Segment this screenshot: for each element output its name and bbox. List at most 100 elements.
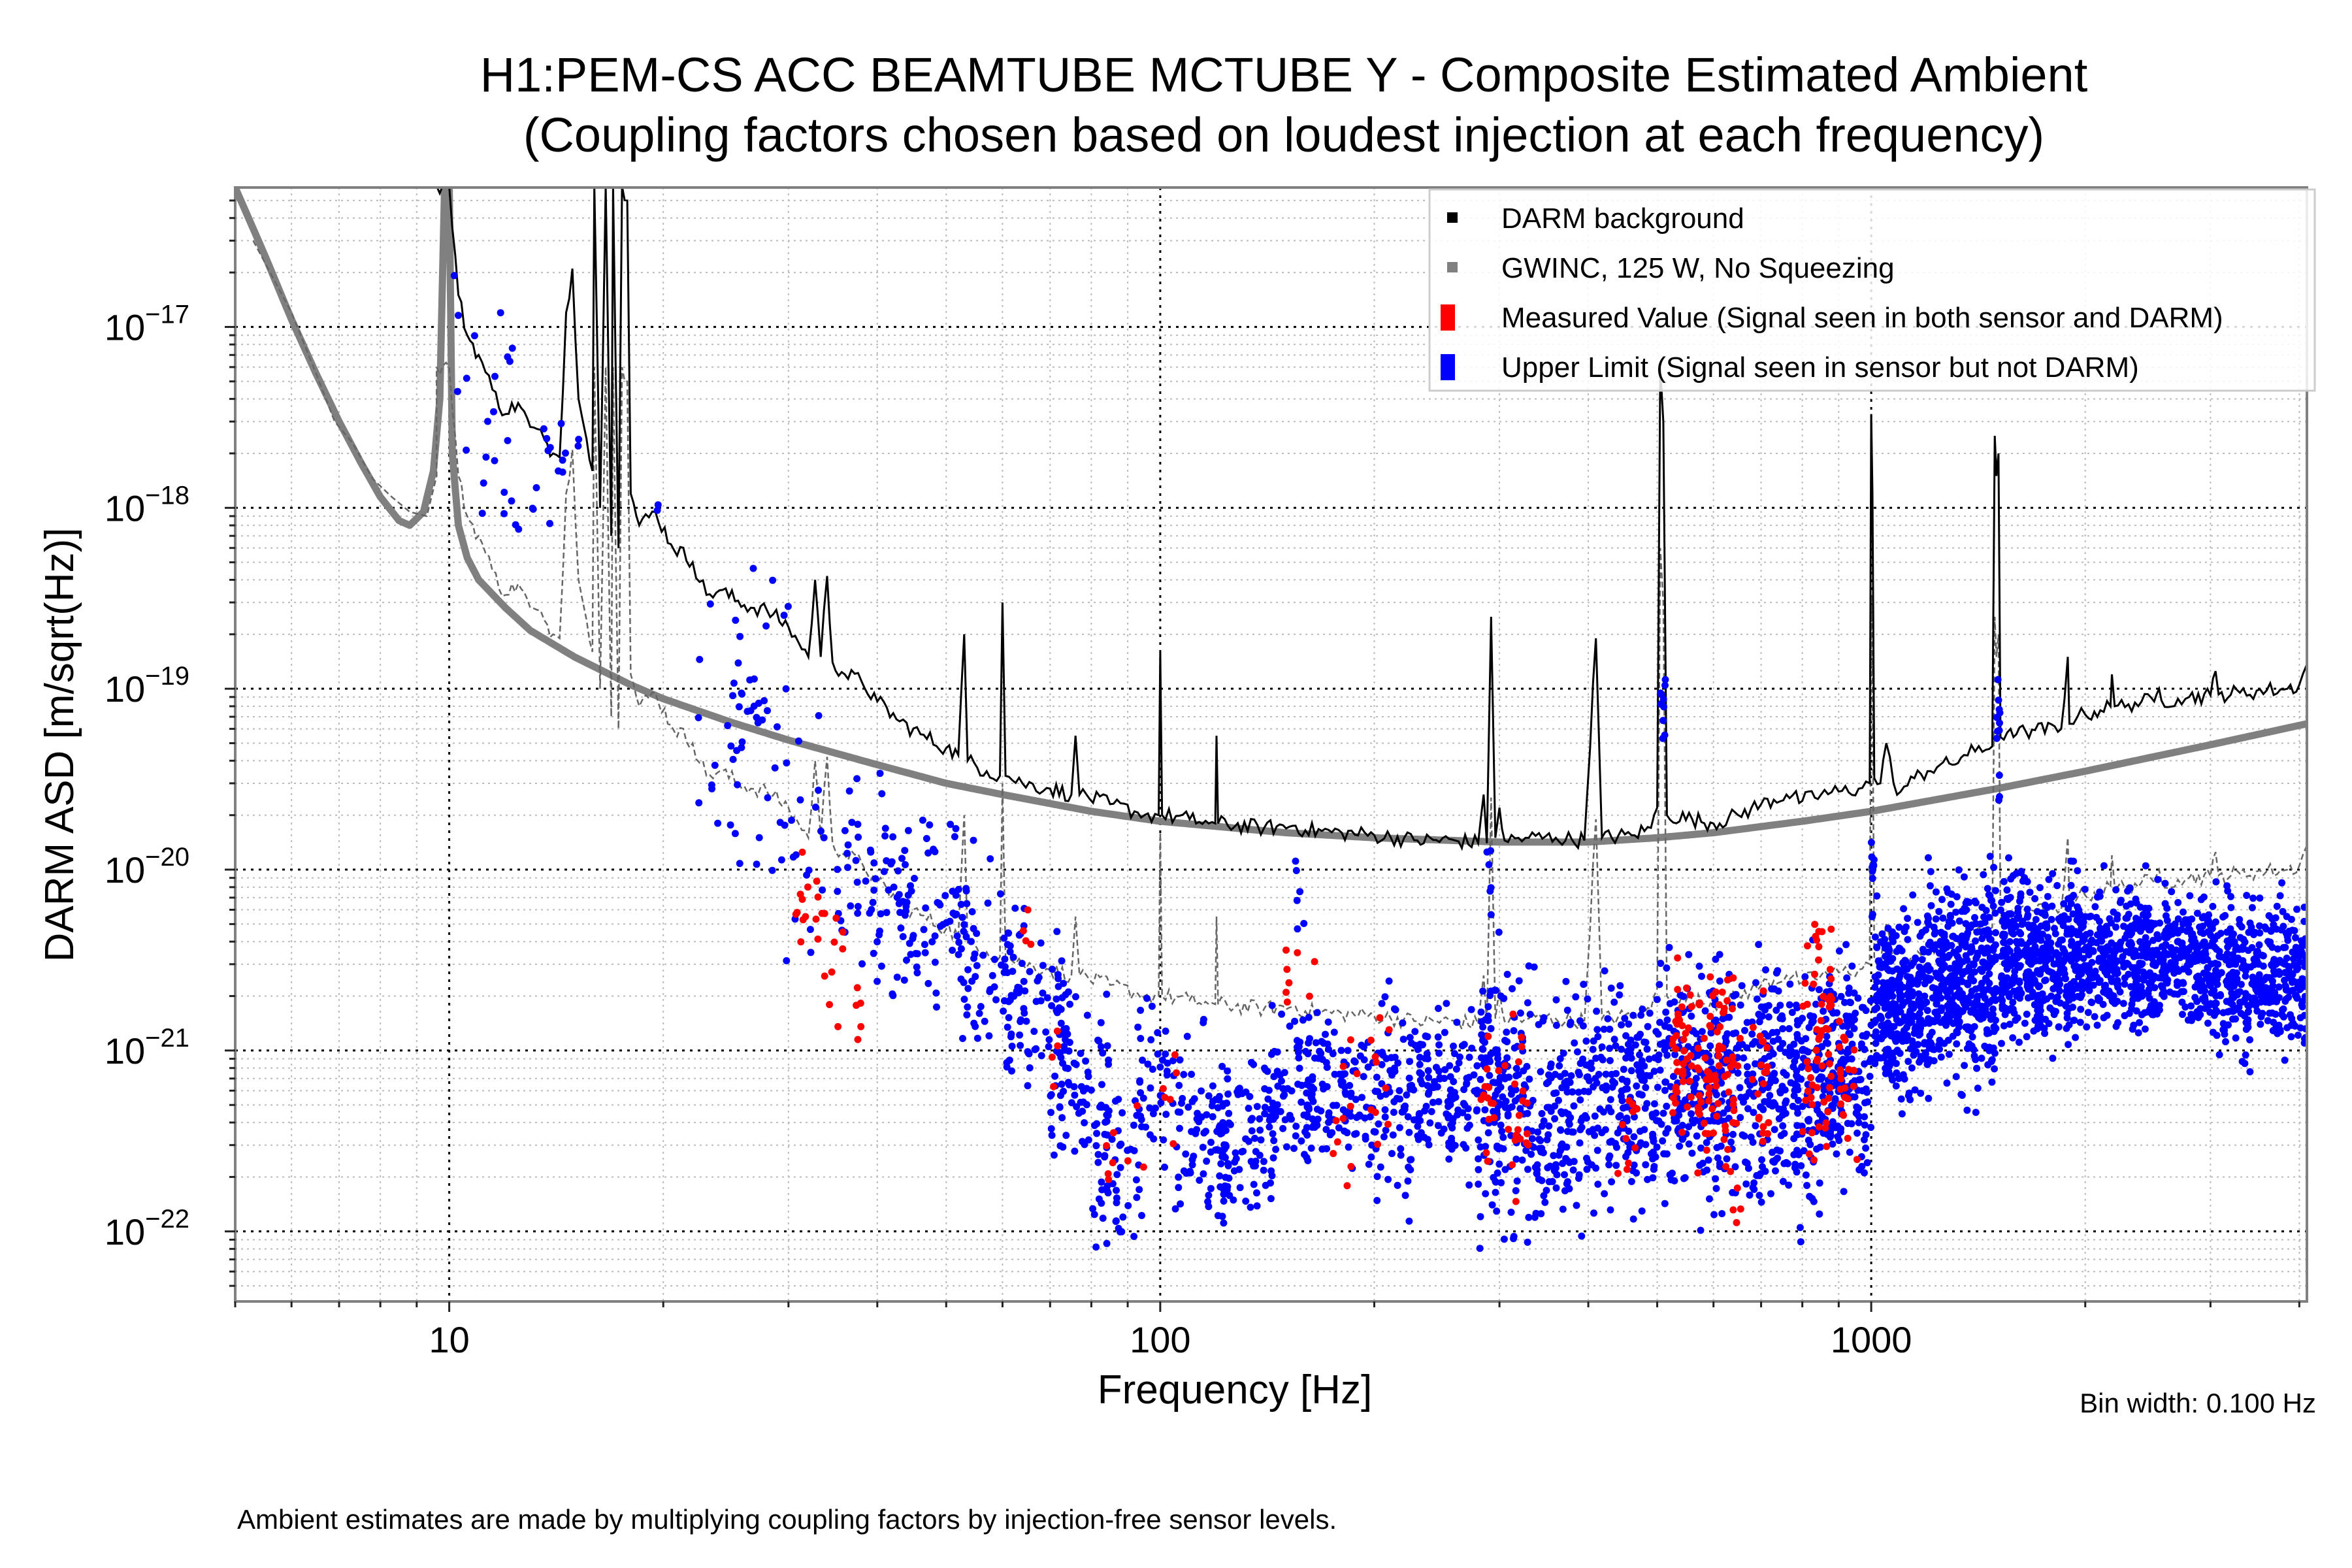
- upper-limit-point: [1918, 956, 1926, 964]
- upper-limit-point: [2110, 908, 2117, 916]
- upper-limit-point: [1382, 1090, 1390, 1098]
- upper-limit-point: [2173, 964, 2180, 972]
- upper-limit-point: [911, 875, 918, 882]
- upper-limit-point: [1761, 1006, 1769, 1014]
- upper-limit-point: [1937, 994, 1945, 1002]
- upper-limit-point: [1758, 1012, 1766, 1020]
- upper-limit-point: [1477, 1143, 1484, 1151]
- upper-limit-point: [1727, 1138, 1735, 1146]
- upper-limit-point: [1399, 1019, 1407, 1027]
- upper-limit-point: [540, 425, 547, 433]
- upper-limit-point: [1948, 919, 1956, 927]
- measured-value-point: [1836, 1043, 1844, 1051]
- upper-limit-point: [1981, 919, 1989, 926]
- measured-value-point: [1694, 1045, 1702, 1052]
- upper-limit-point: [1967, 973, 1975, 981]
- upper-limit-point: [2301, 952, 2307, 960]
- upper-limit-point: [2146, 924, 2153, 931]
- measured-value-point: [1723, 976, 1731, 984]
- upper-limit-point: [1416, 1117, 1424, 1124]
- upper-limit-point: [1785, 1181, 1793, 1189]
- measured-value-point: [1844, 1095, 1852, 1103]
- measured-value-point: [1139, 1163, 1147, 1171]
- upper-limit-point: [1503, 1028, 1511, 1036]
- upper-limit-point: [1618, 1087, 1625, 1095]
- upper-limit-point: [1437, 1129, 1445, 1137]
- upper-limit-point: [1095, 1195, 1103, 1203]
- upper-limit-point: [491, 457, 498, 465]
- measured-value-point: [1694, 1169, 1702, 1177]
- upper-limit-point: [2050, 973, 2057, 981]
- upper-limit-point: [2076, 1019, 2084, 1026]
- upper-limit-point: [2080, 955, 2087, 962]
- upper-limit-point: [1546, 1063, 1554, 1071]
- upper-limit-point: [1799, 1045, 1807, 1053]
- measured-value-point: [1804, 942, 1811, 950]
- upper-limit-point: [1526, 1075, 1533, 1083]
- upper-limit-point: [1366, 1113, 1374, 1120]
- measured-value-point: [1727, 1168, 1735, 1175]
- upper-limit-point: [1605, 1161, 1613, 1169]
- upper-limit-point: [2052, 1007, 2059, 1015]
- measured-value-point: [1171, 1051, 1179, 1058]
- upper-limit-point: [1024, 1082, 1032, 1090]
- measured-value-point: [1799, 1128, 1806, 1135]
- measured-value-point: [1353, 1070, 1361, 1077]
- upper-limit-point: [497, 309, 504, 317]
- upper-limit-point: [1604, 1015, 1612, 1022]
- upper-limit-point: [2300, 1035, 2307, 1043]
- upper-limit-point: [1738, 982, 1746, 990]
- upper-limit-point: [2200, 893, 2208, 901]
- upper-limit-point: [1292, 1132, 1299, 1140]
- upper-limit-point: [2025, 949, 2032, 957]
- upper-limit-point: [1981, 1042, 1989, 1050]
- upper-limit-point: [1886, 1062, 1893, 1070]
- upper-limit-point: [2187, 943, 2195, 951]
- y-tick-exponent: −21: [145, 1024, 189, 1053]
- measured-value-point: [1367, 1036, 1375, 1044]
- upper-limit-point: [1070, 1059, 1078, 1067]
- measured-value-point: [1169, 1140, 1177, 1148]
- upper-limit-point: [1511, 1044, 1518, 1052]
- upper-limit-point: [1926, 966, 1934, 973]
- upper-limit-point: [543, 434, 551, 442]
- upper-limit-point: [1608, 1178, 1616, 1186]
- upper-limit-point: [1482, 1190, 1490, 1198]
- upper-limit-point: [1134, 1023, 1142, 1031]
- upper-limit-point: [960, 979, 968, 987]
- upper-limit-point: [1465, 1053, 1473, 1061]
- upper-limit-point: [1142, 1123, 1150, 1131]
- upper-limit-point: [2044, 940, 2051, 948]
- upper-limit-point: [1304, 1157, 1312, 1164]
- upper-limit-point: [2301, 992, 2307, 1000]
- upper-limit-point: [2292, 992, 2299, 1000]
- upper-limit-point: [2127, 900, 2134, 908]
- upper-limit-point: [1688, 1012, 1695, 1020]
- upper-limit-point: [2055, 976, 2063, 984]
- measured-value-point: [1707, 1023, 1715, 1031]
- measured-value-point: [1812, 1047, 1820, 1054]
- upper-limit-point: [1848, 1120, 1855, 1128]
- upper-limit-point: [1008, 1067, 1015, 1075]
- upper-limit-point: [1490, 987, 1498, 994]
- measured-value-point: [1173, 1069, 1181, 1077]
- upper-limit-point: [2044, 946, 2052, 954]
- upper-limit-point: [2001, 1011, 2009, 1019]
- upper-limit-point: [1973, 1064, 1981, 1072]
- upper-limit-point: [2209, 902, 2217, 910]
- upper-limit-point: [1638, 1076, 1646, 1084]
- upper-limit-point: [1278, 1010, 1286, 1018]
- upper-limit-point: [1950, 932, 1957, 940]
- upper-limit-point: [1294, 1049, 1302, 1056]
- upper-limit-point: [1049, 966, 1056, 973]
- upper-limit-point: [1180, 1071, 1188, 1079]
- upper-limit-point: [1901, 966, 1909, 973]
- upper-limit-point: [1054, 975, 1062, 983]
- upper-limit-point: [1305, 1013, 1313, 1021]
- upper-limit-point: [922, 904, 930, 912]
- upper-limit-point: [1407, 1166, 1414, 1173]
- upper-limit-point: [913, 963, 921, 971]
- upper-limit-point: [1973, 1011, 1981, 1019]
- upper-limit-point: [1443, 1000, 1450, 1007]
- upper-limit-point: [1608, 1137, 1616, 1145]
